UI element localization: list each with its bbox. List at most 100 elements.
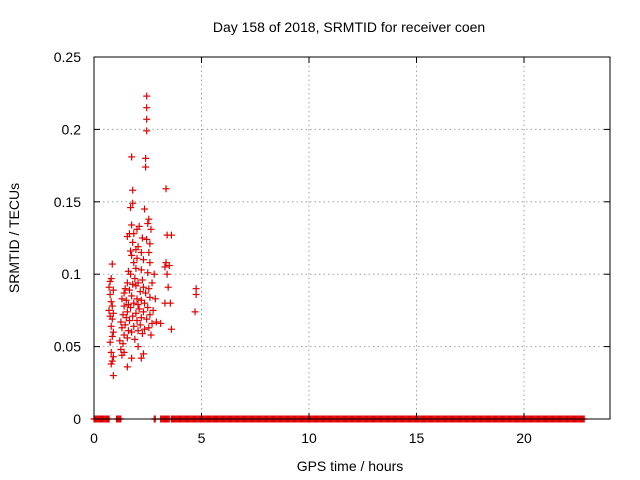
data-point bbox=[147, 225, 155, 233]
x-axis-label: GPS time / hours bbox=[297, 458, 404, 474]
data-point bbox=[108, 332, 116, 340]
data-point bbox=[162, 185, 170, 193]
data-point bbox=[145, 285, 153, 293]
data-point bbox=[128, 292, 136, 300]
data-point bbox=[108, 260, 116, 268]
data-point bbox=[142, 163, 150, 171]
data-point bbox=[144, 220, 152, 228]
data-point bbox=[141, 205, 149, 213]
data-point bbox=[137, 266, 145, 274]
x-tick-label: 5 bbox=[198, 430, 206, 446]
data-point bbox=[145, 215, 153, 223]
y-tick-label: 0 bbox=[73, 411, 81, 427]
data-point bbox=[143, 315, 151, 323]
data-point bbox=[130, 259, 138, 267]
data-point bbox=[141, 325, 149, 333]
data-point bbox=[148, 319, 156, 327]
data-point bbox=[139, 308, 147, 316]
x-tick-label: 15 bbox=[409, 430, 425, 446]
y-tick-label: 0.15 bbox=[54, 194, 81, 210]
data-point bbox=[128, 328, 136, 336]
x-tick-label: 20 bbox=[516, 430, 532, 446]
data-point bbox=[107, 348, 115, 356]
data-point bbox=[125, 317, 133, 325]
data-point bbox=[137, 314, 145, 322]
data-point bbox=[131, 275, 139, 283]
data-point bbox=[147, 331, 155, 339]
data-point bbox=[134, 327, 142, 335]
data-point bbox=[146, 293, 154, 301]
chart-title: Day 158 of 2018, SRMTID for receiver coe… bbox=[213, 19, 485, 35]
data-point bbox=[143, 92, 151, 100]
data-point bbox=[145, 248, 153, 256]
data-point bbox=[128, 354, 136, 362]
data-point bbox=[143, 127, 151, 135]
data-point bbox=[109, 353, 117, 361]
x-tick-label: 10 bbox=[301, 430, 317, 446]
data-point bbox=[118, 324, 126, 332]
data-point bbox=[109, 286, 117, 294]
data-point bbox=[106, 290, 114, 298]
data-point bbox=[150, 270, 158, 278]
data-point bbox=[133, 225, 141, 233]
data-point bbox=[136, 321, 144, 329]
y-tick-label: 0.25 bbox=[54, 49, 81, 65]
data-point bbox=[107, 360, 115, 368]
data-point bbox=[123, 363, 131, 371]
data-point bbox=[132, 282, 140, 290]
data-point bbox=[139, 256, 147, 264]
data-point bbox=[118, 295, 126, 303]
data-point bbox=[117, 318, 125, 326]
data-point bbox=[151, 295, 159, 303]
axis-ticks bbox=[93, 56, 610, 420]
data-point bbox=[130, 230, 138, 238]
data-point bbox=[127, 247, 135, 255]
data-point bbox=[124, 327, 132, 335]
data-point bbox=[123, 279, 131, 287]
data-point bbox=[107, 298, 115, 306]
data-point bbox=[119, 340, 127, 348]
data-point bbox=[109, 372, 117, 380]
data-point bbox=[141, 299, 149, 307]
data-point bbox=[108, 302, 116, 310]
x-tick-label: 0 bbox=[90, 430, 98, 446]
data-point bbox=[157, 319, 165, 327]
data-point bbox=[146, 240, 154, 248]
data-point bbox=[144, 269, 152, 277]
data-point bbox=[129, 199, 137, 207]
data-points bbox=[90, 92, 588, 423]
data-point bbox=[138, 330, 146, 338]
data-point bbox=[123, 308, 131, 316]
data-point bbox=[164, 283, 172, 291]
y-tick-label: 0.05 bbox=[54, 339, 81, 355]
data-point bbox=[149, 306, 157, 314]
data-point bbox=[128, 153, 136, 161]
data-point bbox=[105, 306, 113, 314]
plot-frame bbox=[93, 56, 611, 420]
data-point bbox=[128, 251, 136, 259]
data-point bbox=[106, 277, 114, 285]
data-point bbox=[127, 204, 135, 212]
data-point bbox=[130, 299, 138, 307]
data-point bbox=[118, 351, 126, 359]
data-point bbox=[129, 238, 137, 246]
data-point bbox=[137, 354, 145, 362]
data-point bbox=[142, 289, 150, 297]
data-point bbox=[146, 259, 154, 267]
data-point bbox=[146, 311, 154, 319]
data-point bbox=[129, 186, 137, 194]
data-point bbox=[130, 322, 138, 330]
data-point bbox=[132, 246, 140, 254]
data-point bbox=[123, 334, 131, 342]
data-point bbox=[133, 254, 141, 262]
data-point bbox=[128, 221, 136, 229]
data-point bbox=[120, 289, 128, 297]
data-point bbox=[137, 248, 145, 256]
data-point bbox=[107, 322, 115, 330]
data-point bbox=[165, 262, 173, 270]
data-point bbox=[142, 154, 150, 162]
data-point bbox=[106, 338, 114, 346]
data-point bbox=[138, 234, 146, 242]
data-point bbox=[161, 263, 169, 271]
